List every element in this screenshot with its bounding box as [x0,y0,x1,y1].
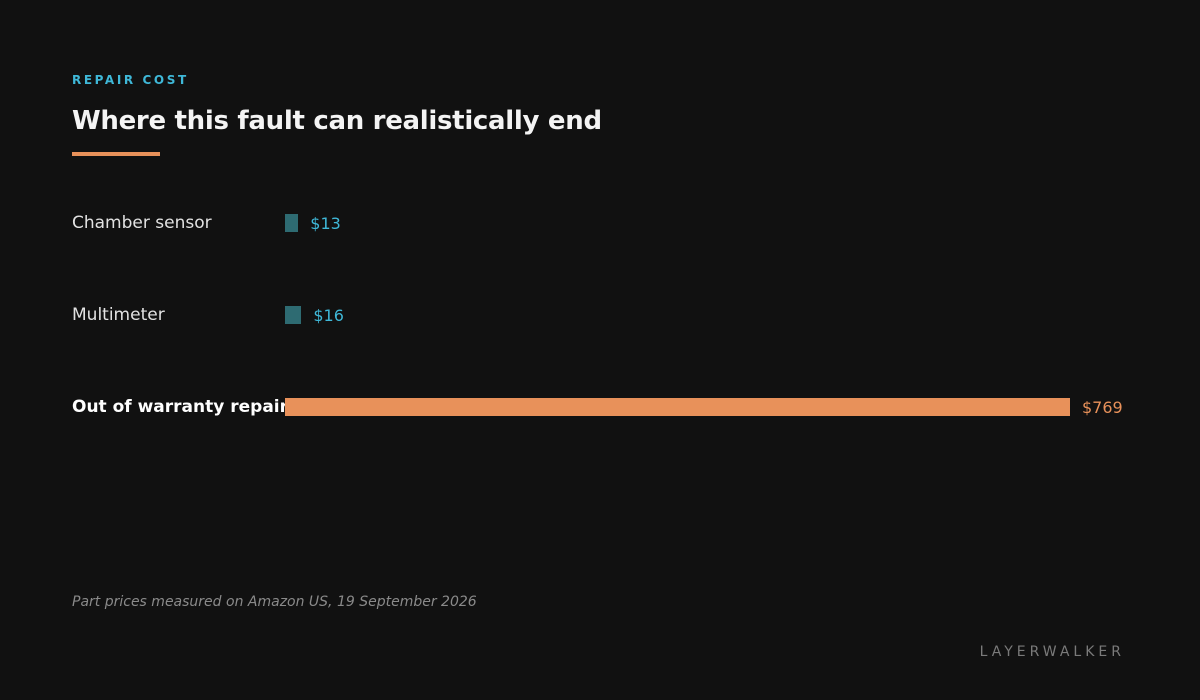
title-underline [72,152,160,156]
page-title: Where this fault can realistically end [72,106,602,136]
bar [285,306,302,324]
footnote: Part prices measured on Amazon US, 19 Se… [72,594,477,610]
brand-wordmark: LAYERWALKER [979,644,1125,660]
bar-label: Out of warranty repair [72,397,289,417]
bar-label: Multimeter [72,305,165,325]
bar [285,214,299,232]
bar-value-label: $13 [310,214,341,233]
bar-value-label: $16 [313,306,344,325]
bar [285,398,1070,416]
eyebrow-label: REPAIR COST [72,73,189,87]
bar-label: Chamber sensor [72,213,212,233]
bar-value-label: $769 [1082,398,1123,417]
